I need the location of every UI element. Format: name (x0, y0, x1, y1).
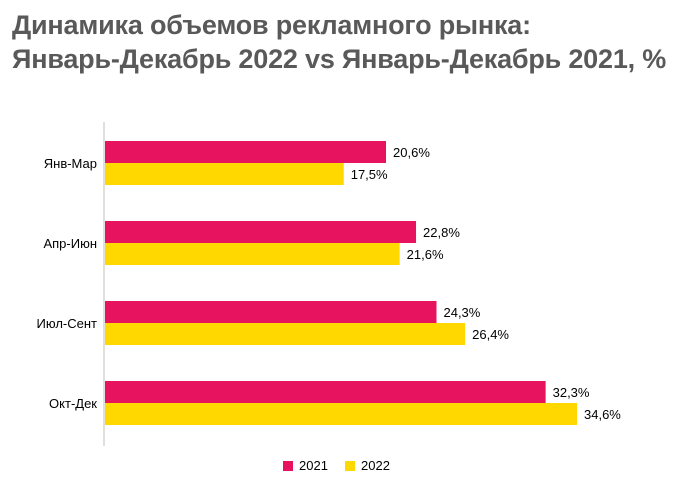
category-label: Июл-Сент (37, 316, 98, 331)
category-label: Окт-Дек (49, 396, 97, 411)
legend-item-2022: 2022 (345, 458, 390, 473)
chart-title: Динамика объемов рекламного рынка: Январ… (12, 8, 667, 76)
bar-2021-2 (105, 221, 417, 243)
category-label: Апр-Июн (43, 236, 97, 251)
legend-item-2021: 2021 (283, 458, 328, 473)
data-label-2022-1: 17,5% (351, 167, 388, 182)
legend-swatch-2021 (283, 460, 293, 471)
bar-2022-2 (105, 243, 400, 265)
legend-label-2022: 2022 (361, 458, 390, 473)
data-label-2021-3: 24,3% (443, 305, 480, 320)
bar-2022-1 (105, 163, 344, 185)
bar-2022-3 (105, 323, 466, 345)
data-label-2022-3: 26,4% (472, 327, 509, 342)
chart-legend: 2021 2022 (0, 458, 675, 478)
data-label-2021-1: 20,6% (393, 145, 430, 160)
data-label-2021-2: 22,8% (423, 225, 460, 240)
bar-2022-4 (105, 403, 577, 425)
data-label-2022-4: 34,6% (584, 407, 621, 422)
legend-label-2021: 2021 (299, 458, 328, 473)
chart-title-line-1: Динамика объемов рекламного рынка: (12, 10, 531, 40)
bar-2021-3 (105, 301, 437, 323)
data-label-2021-4: 32,3% (553, 385, 590, 400)
bar-2021-4 (105, 381, 546, 403)
bar-2021-1 (105, 141, 387, 163)
legend-swatch-2022 (345, 460, 355, 471)
chart-title-line-2: Январь-Декабрь 2022 vs Январь-Декабрь 20… (12, 44, 667, 74)
data-label-2022-2: 21,6% (407, 247, 444, 262)
category-label: Янв-Мар (44, 156, 97, 171)
